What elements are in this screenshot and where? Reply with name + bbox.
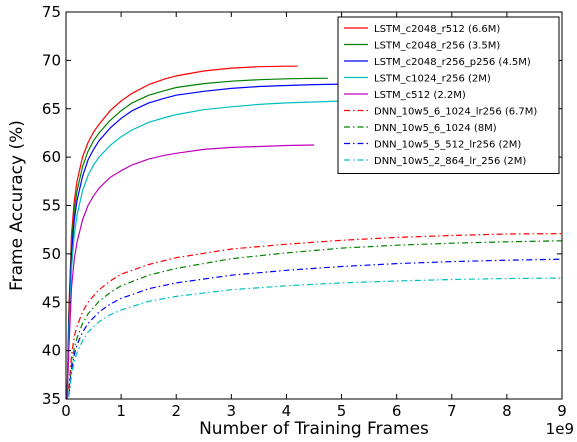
legend-label: LSTM_c2048_r256_p256 (4.5M) — [374, 57, 531, 68]
series-line-5 — [66, 144, 315, 400]
legend-label: DNN_10w5_2_864_lr_256 (2M) — [374, 156, 526, 167]
x-tick-label: 0 — [61, 402, 71, 420]
y-tick-label: 40 — [42, 342, 61, 360]
y-tick-label: 50 — [42, 245, 61, 263]
series-layer — [66, 65, 563, 400]
y-tick-label: 65 — [42, 100, 61, 118]
y-tick-label: 45 — [42, 293, 61, 311]
x-tick-label: 7 — [447, 402, 457, 420]
x-tick-label: 6 — [392, 402, 402, 420]
x-tick-label: 9 — [557, 402, 567, 420]
series-line-7 — [68, 240, 563, 395]
x-axis-label: Number of Training Frames — [199, 419, 429, 439]
legend-label: LSTM_c512 (2.2M) — [374, 90, 466, 101]
y-axis-label: Frame Accuracy (%) — [7, 120, 27, 291]
series-line-4 — [66, 100, 356, 400]
legend-label: DNN_10w5_6_1024 (8M) — [374, 123, 497, 134]
series-line-3 — [66, 83, 356, 400]
series-line-9 — [68, 277, 563, 398]
legend-label: LSTM_c1024_r256 (2M) — [374, 74, 491, 85]
x-tick-label: 3 — [227, 402, 237, 420]
series-line-2 — [66, 77, 328, 400]
y-tick-label: 55 — [42, 197, 61, 215]
legend-label: LSTM_c2048_r256 (3.5M) — [374, 41, 500, 52]
legend: LSTM_c2048_r512 (6.6M) LSTM_c2048_r256 (3… — [337, 16, 560, 174]
legend-box — [337, 16, 560, 174]
x-axis-multiplier: 1e9 — [546, 420, 574, 438]
series-line-1 — [66, 65, 298, 400]
y-tick-label: 70 — [42, 51, 61, 69]
y-tick-label: 75 — [42, 3, 61, 21]
series-line-6 — [68, 233, 563, 390]
x-tick-label: 2 — [171, 402, 181, 420]
legend-label: DNN_10w5_5_512_lr256 (2M) — [374, 140, 521, 151]
x-tick-label: 1 — [116, 402, 126, 420]
legend-label: DNN_10w5_6_1024_lr256 (6.7M) — [374, 107, 537, 118]
x-tick-label: 4 — [282, 402, 292, 420]
y-tick-label: 60 — [42, 148, 61, 166]
x-tick-label: 5 — [337, 402, 347, 420]
legend-label: LSTM_c2048_r512 (6.6M) — [374, 24, 500, 35]
x-tick-label: 8 — [502, 402, 512, 420]
series-line-8 — [68, 258, 563, 397]
y-tick-label: 35 — [42, 390, 61, 408]
